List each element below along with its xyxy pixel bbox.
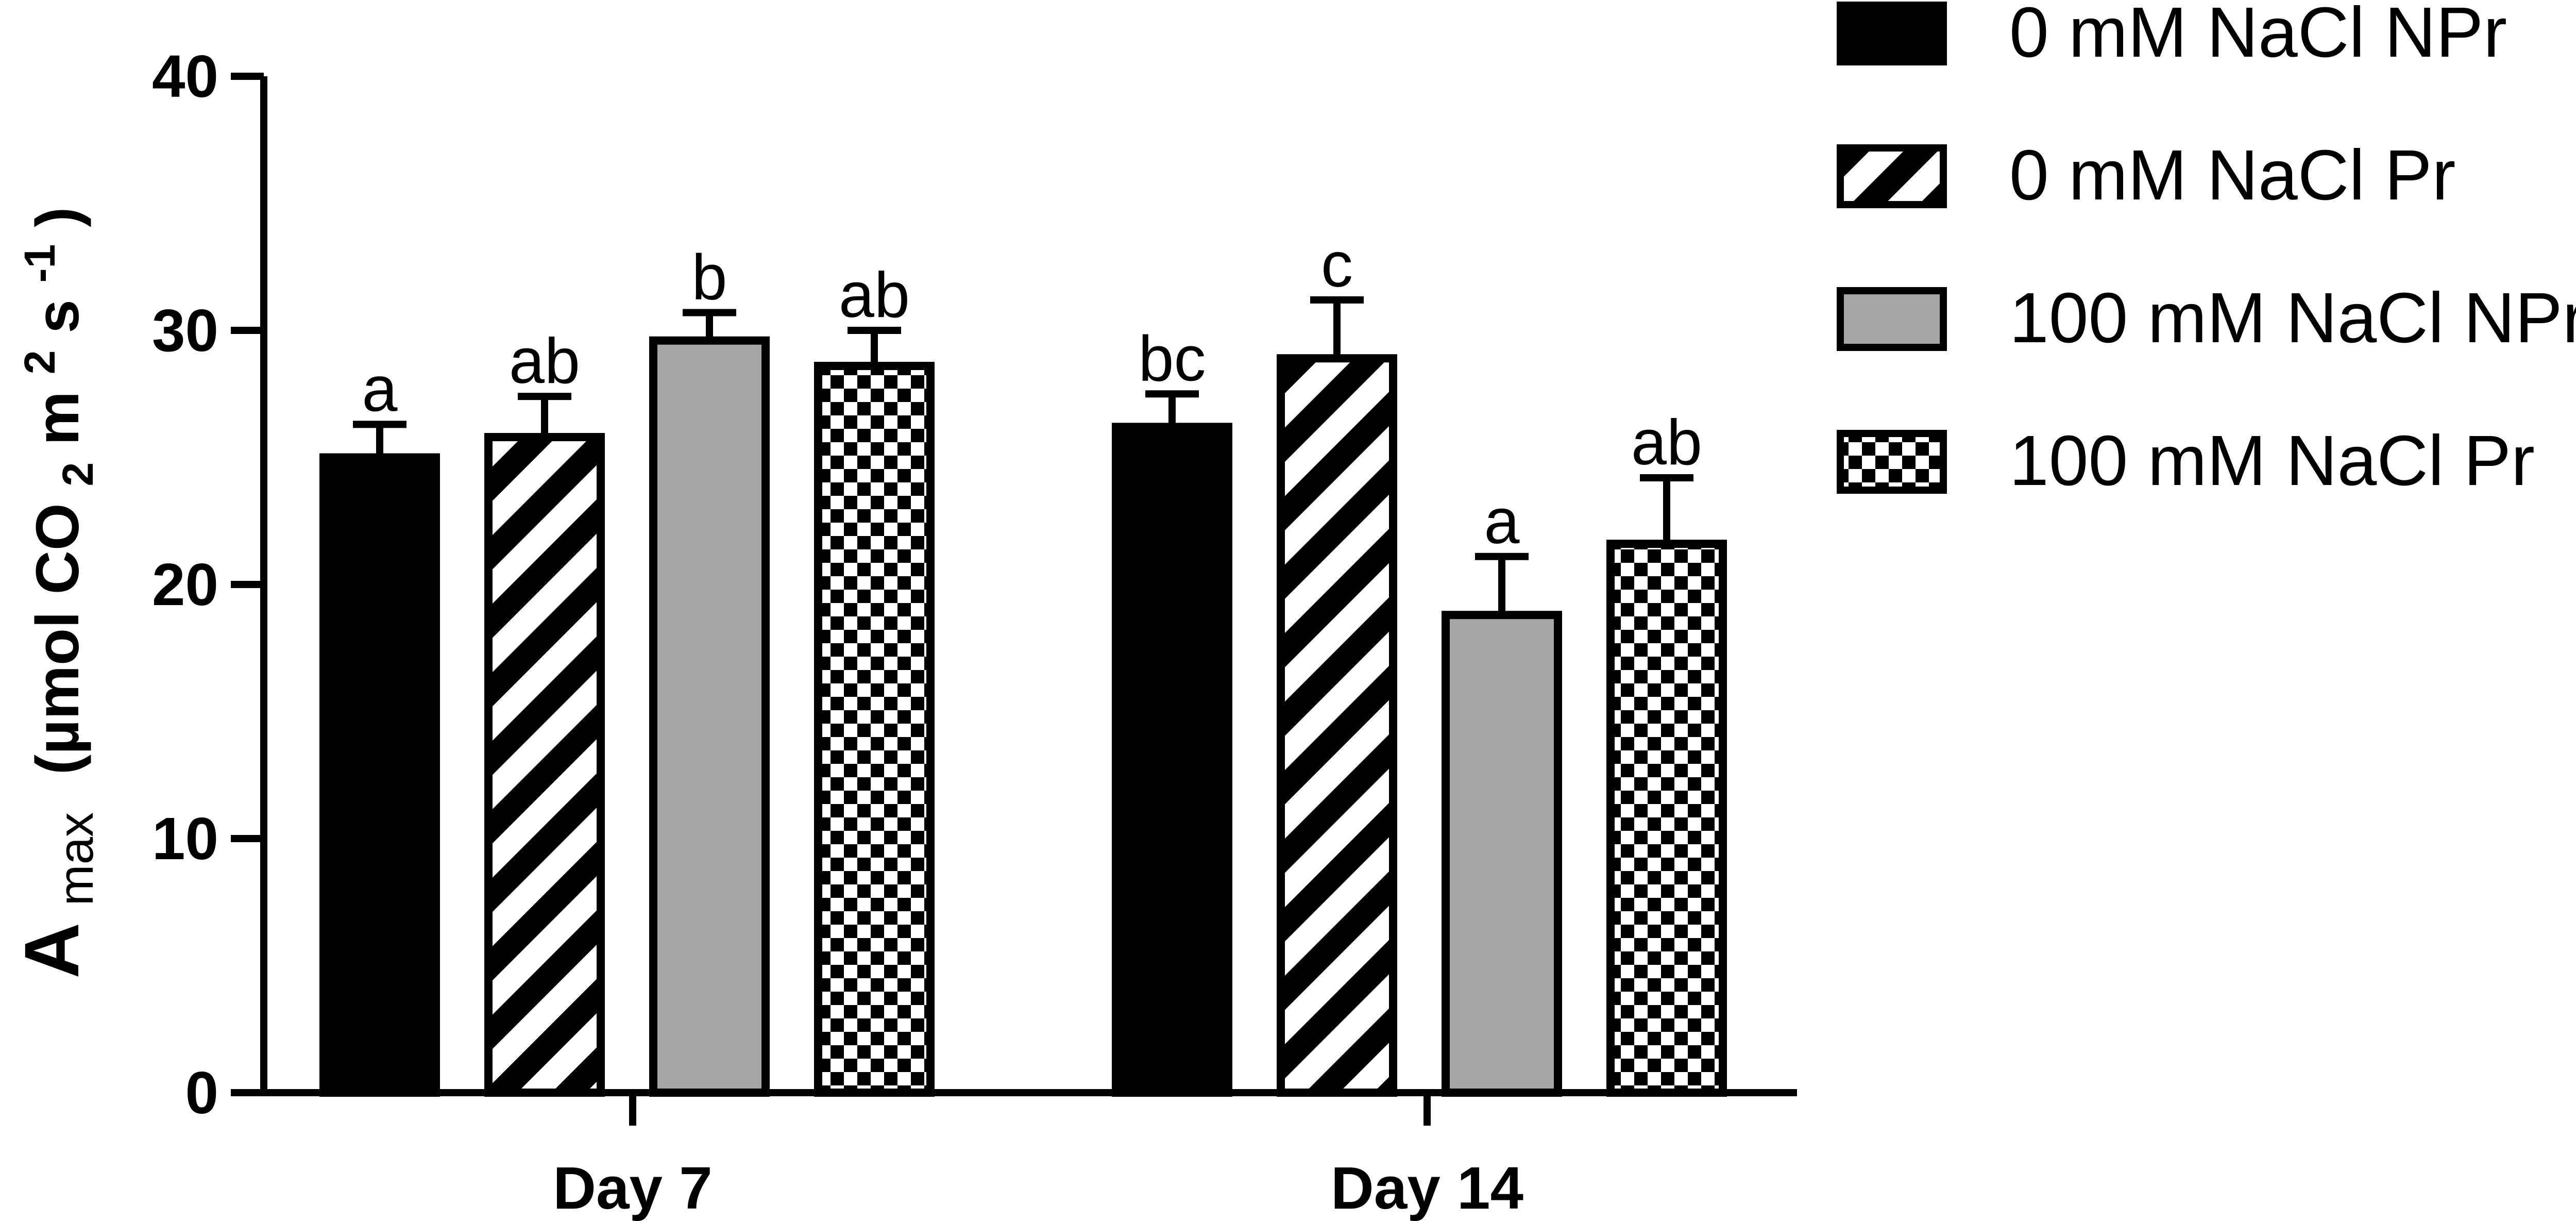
bar-day-14-series-1	[1112, 423, 1232, 1097]
significance-label-day-14-series-1: bc	[1139, 323, 1206, 394]
ylabel-main: A	[8, 923, 95, 978]
legend-label-series-3: 100 mM NaCl NPr	[2009, 278, 2576, 358]
legend-label-series-2: 0 mM NaCl Pr	[2009, 136, 2455, 215]
y-tick-label-0: 0	[185, 1059, 218, 1126]
ylabel-unit-sub: 2	[54, 462, 102, 487]
y-tick-label-30: 30	[152, 297, 218, 364]
legend-swatch-series-3	[1837, 287, 1947, 351]
bar-day-7-series-2	[484, 433, 605, 1097]
significance-label-day-14-series-3: a	[1484, 486, 1520, 557]
x-category-label-day-14: Day 14	[1331, 1155, 1523, 1221]
bar-day-14-series-4	[1606, 540, 1727, 1097]
legend-label-series-1: 0 mM NaCl NPr	[2009, 0, 2507, 72]
legend-swatch-series-1	[1837, 2, 1947, 65]
y-tick-label-20: 20	[152, 551, 218, 618]
significance-label-day-14-series-2: c	[1321, 229, 1353, 300]
significance-label-day-14-series-4: ab	[1631, 407, 1702, 478]
bar-day-14-series-3	[1442, 611, 1562, 1097]
significance-label-day-7-series-4: ab	[839, 260, 910, 331]
significance-label-day-7-series-1: a	[362, 354, 398, 425]
ylabel-unit-close: )	[24, 207, 92, 227]
bar-day-14-series-2	[1277, 354, 1397, 1097]
ylabel-unit-open: (µmol CO	[24, 503, 92, 775]
legend: 0 mM NaCl NPr 0 mM NaCl Pr 100 mM NaCl NPr…	[1837, 0, 2576, 500]
legend-swatch-series-4	[1837, 430, 1947, 494]
ylabel-unit-sup: 2	[15, 350, 64, 375]
legend-swatch-series-2	[1837, 144, 1947, 208]
bar-day-7-series-1	[319, 453, 440, 1097]
legend-label-series-4: 100 mM NaCl Pr	[2009, 421, 2535, 500]
y-tick-label-40: 40	[152, 43, 218, 110]
svg-text:A max (µmol CO: A max (µmol CO 2 m 2 s -1 )	[8, 207, 104, 979]
bar-day-7-series-4	[814, 362, 935, 1097]
ylabel-unit-s: s	[24, 299, 92, 333]
significance-label-day-7-series-3: b	[692, 242, 727, 313]
significance-label-day-7-series-2: ab	[509, 326, 580, 397]
y-axis-label: A max (µmol CO 2 m 2 s -1 )	[8, 207, 104, 979]
ylabel-main-sub: max	[48, 812, 104, 906]
y-tick-label-10: 10	[152, 805, 218, 872]
ylabel-unit-sup2: -1	[15, 244, 64, 283]
bar-day-7-series-3	[649, 336, 770, 1097]
ylabel-unit-mid: m	[24, 391, 92, 445]
x-category-label-day-7: Day 7	[553, 1155, 713, 1221]
axes-group: 0 10 20 30 40 Day 7 Day 14	[152, 43, 1797, 1221]
